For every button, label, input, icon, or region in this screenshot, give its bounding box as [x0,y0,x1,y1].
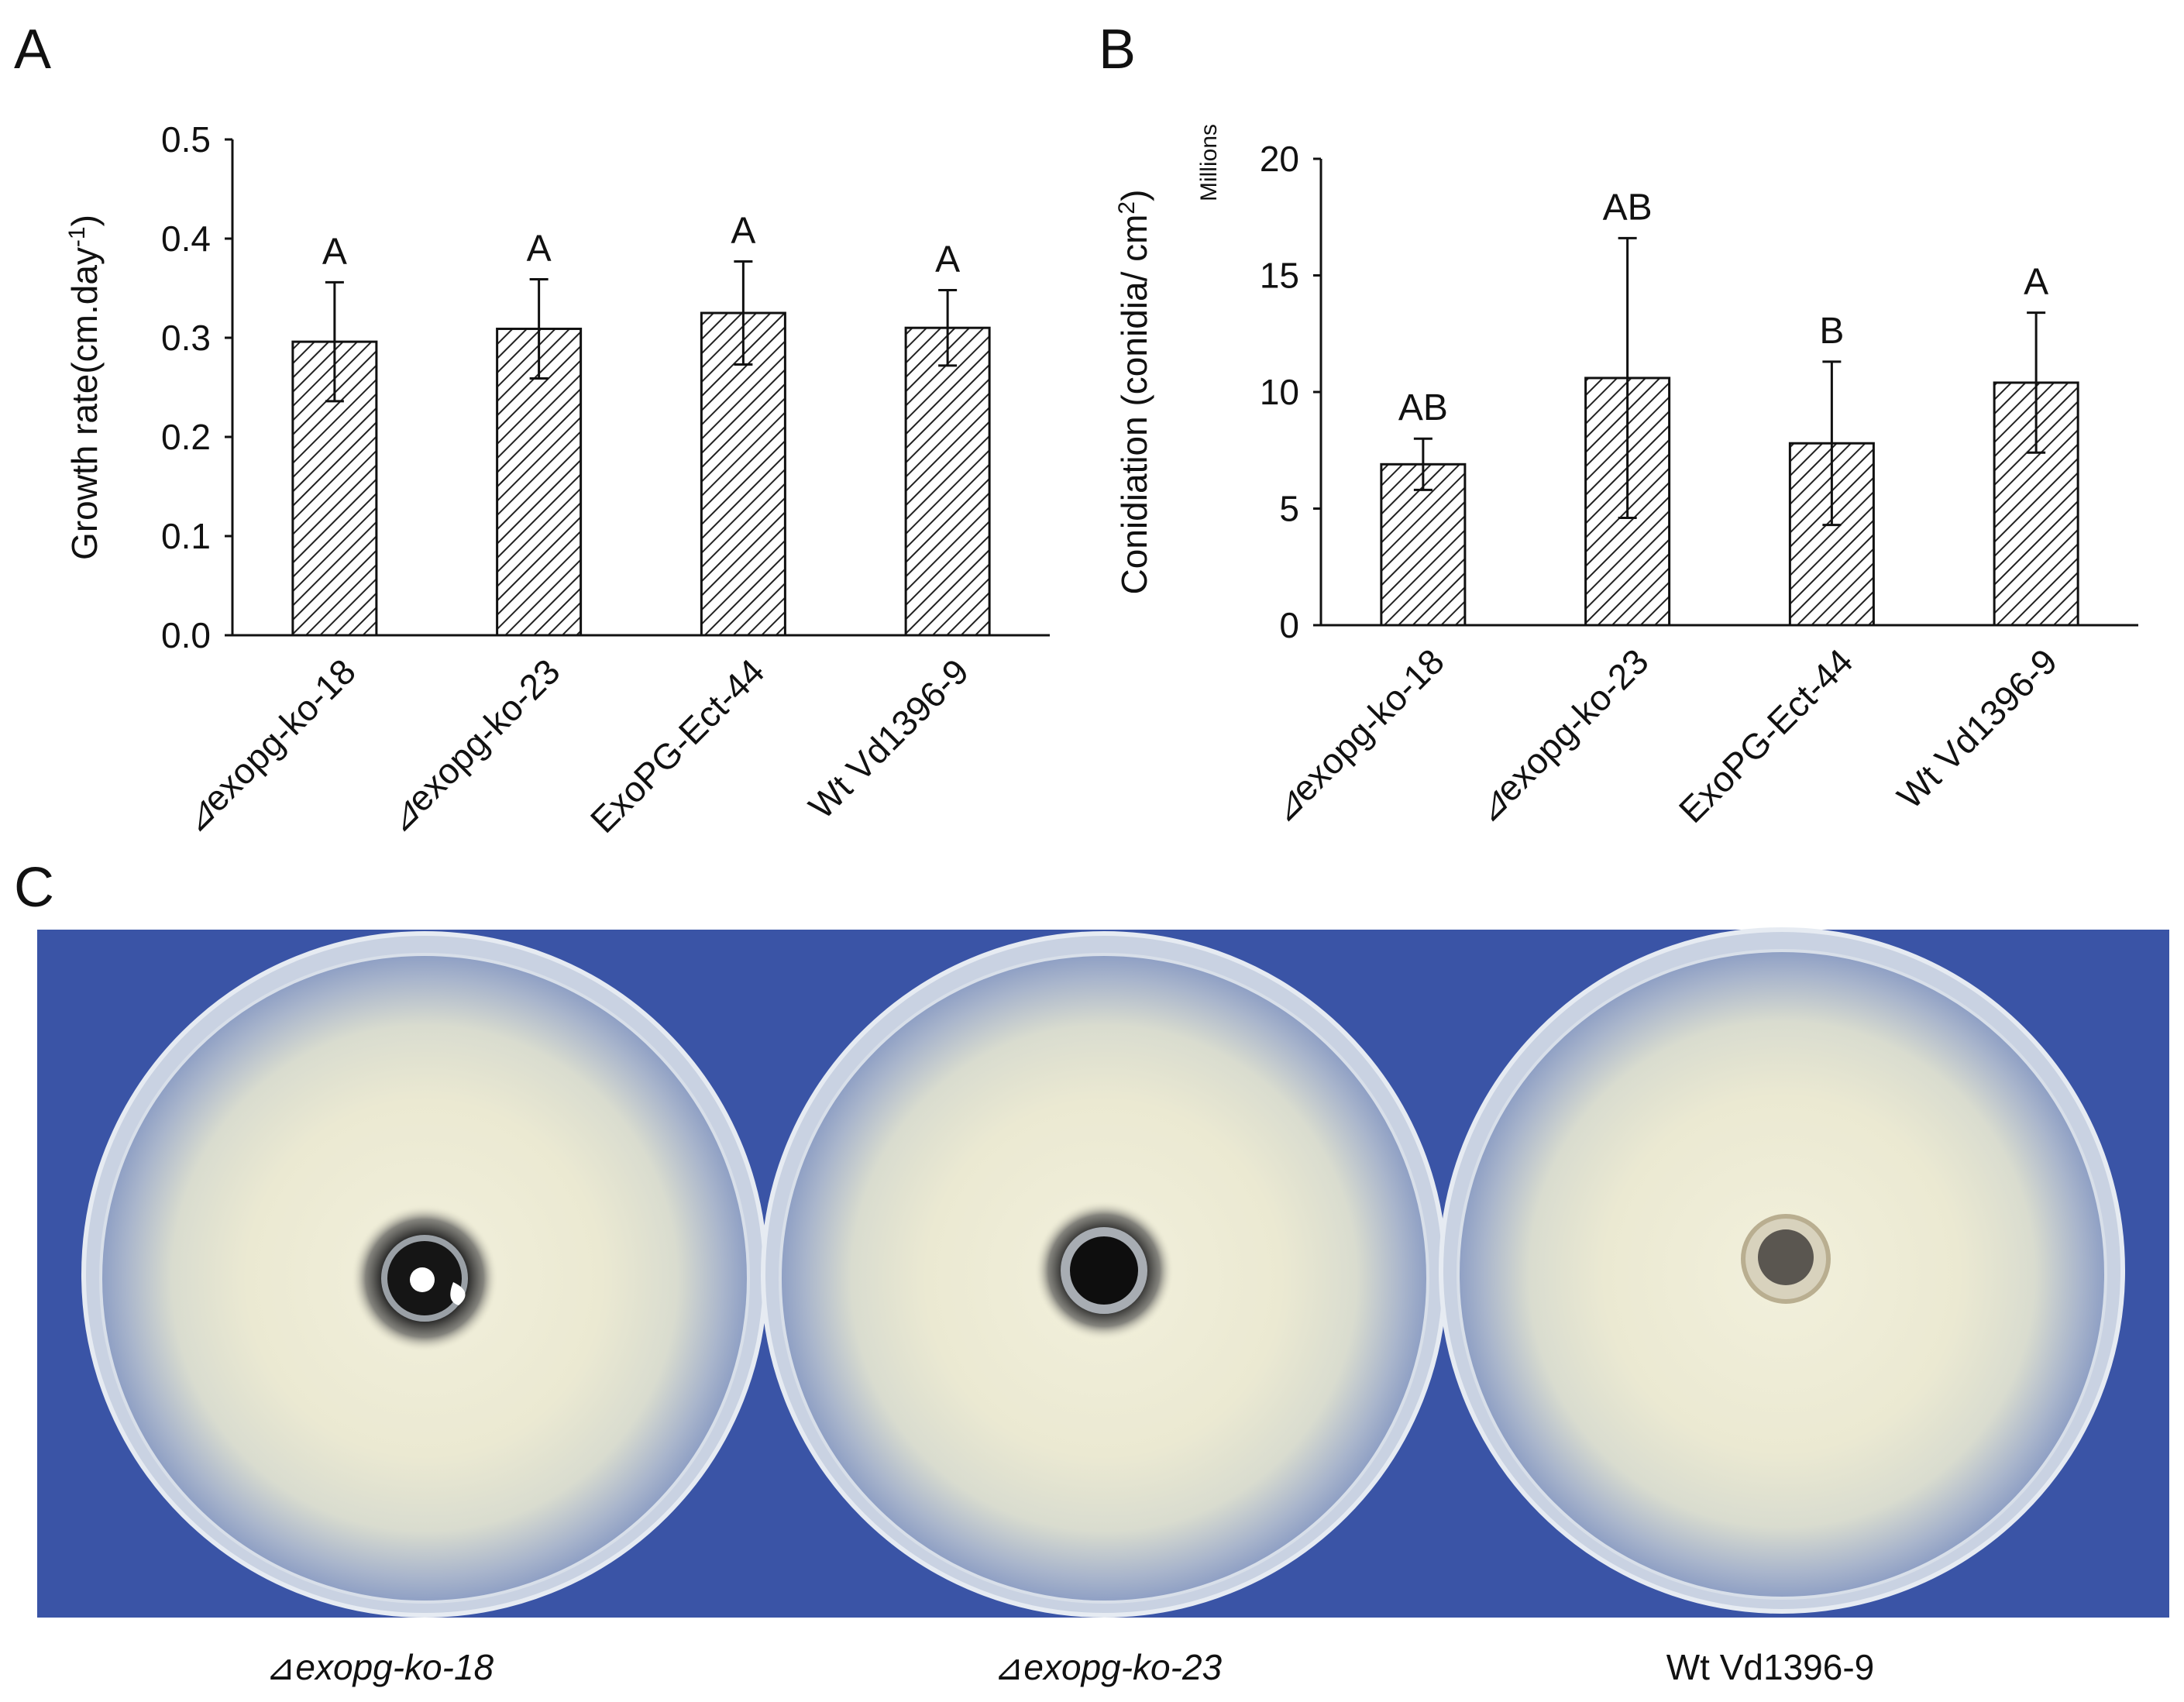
plate-label-1: ⊿exopg-ko-18 [108,1646,651,1688]
petri-plate-1 [81,931,768,1618]
plate-label-3: Wt Vd1396-9 [1499,1646,2041,1688]
y-tick-label: 0.4 [161,218,211,259]
significance-letter: A [322,231,347,272]
y-tick-label: 5 [1279,489,1299,529]
panel-c-letter: C [14,857,54,919]
significance-letter: AB [1603,187,1653,228]
y-tick-label: 20 [1260,139,1299,179]
panel-b-letter: B [1099,19,1137,81]
panel-a-letter: A [14,19,52,81]
y-tick-label: 15 [1260,256,1299,296]
category-label: ⊿exopg-ko-18 [174,651,363,841]
plate-label-2-text: exopg-ko-23 [1023,1647,1223,1687]
significance-letter: A [935,239,960,280]
chart-b: 0 5 10 15 20 Conidiation (conidia/ cm2) Millio… [1114,124,2138,830]
plate-label-2: ⊿exopg-ko-23 [837,1646,1379,1688]
bar [700,311,786,637]
bar [1380,462,1467,627]
y-axis-label: Conidiation (conidia/ cm2) [1114,190,1154,595]
y-tick-label: 0.1 [161,516,211,556]
significance-letter: AB [1398,387,1448,428]
significance-letter: A [527,228,552,269]
inoculum-plug [1061,1227,1147,1314]
plate-label-1-text: exopg-ko-18 [295,1647,494,1687]
plate-photo [37,927,2169,1618]
significance-letter: B [1819,311,1844,352]
y-tick-label: 10 [1260,372,1299,412]
units-label: Millions [1196,124,1222,201]
petri-plate-3 [1439,927,2125,1614]
significance-letter: A [2024,262,2048,303]
bar [496,327,583,637]
category-label: ⊿exopg-ko-23 [1467,641,1656,830]
chart-a: 0.0 0.1 0.2 0.3 0.4 0.5 Growth rate(cm.day-1) A… [64,119,1050,841]
y-tick-label: 0.5 [161,119,211,160]
category-label: ⊿exopg-ko-23 [378,651,568,841]
petri-plate-2 [761,931,1447,1618]
category-label: Wt Vd1396-9 [801,651,977,827]
plate-label-1-prefix: ⊿ [265,1647,296,1687]
plate-label-3-text: Wt Vd1396-9 [1666,1647,1875,1687]
y-axis-label: Growth rate(cm.day-1) [64,215,105,560]
category-label: ExoPG-Ect-44 [583,651,772,841]
bar [904,326,991,637]
significance-letter: A [731,210,755,251]
category-label: ExoPG-Ect-44 [1671,641,1861,830]
y-tick-label: 0.3 [161,318,211,358]
plate-label-2-prefix: ⊿ [993,1647,1024,1687]
y-tick-label: 0.0 [161,615,211,655]
category-label: ⊿exopg-ko-18 [1262,641,1452,830]
y-tick-label: 0.2 [161,417,211,457]
y-tick-label: 0 [1279,605,1299,645]
category-label: Wt Vd1396-9 [1890,641,2065,817]
